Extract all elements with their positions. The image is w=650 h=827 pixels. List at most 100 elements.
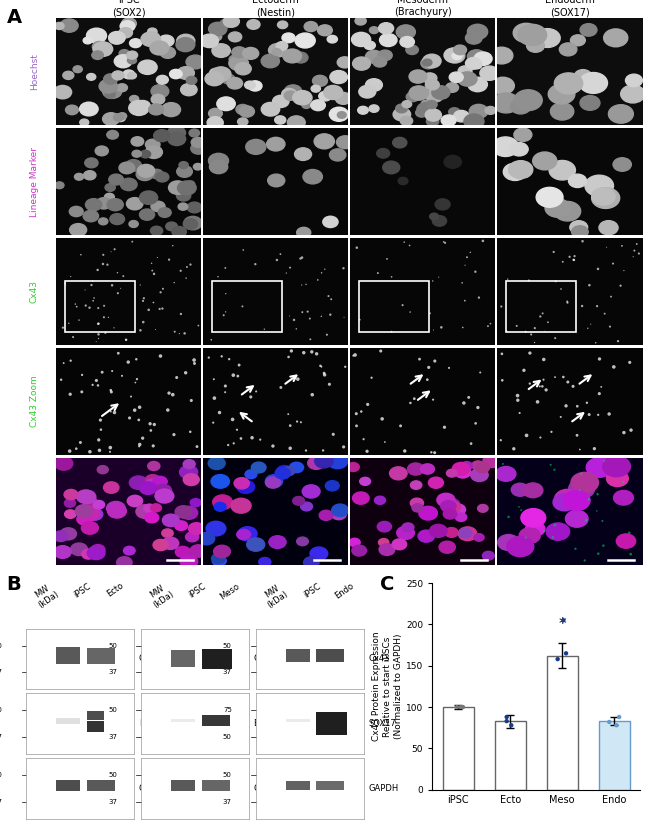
Point — [99, 299, 109, 313]
Circle shape — [127, 72, 136, 79]
Circle shape — [302, 485, 320, 498]
Circle shape — [198, 533, 214, 545]
Circle shape — [275, 468, 291, 479]
Circle shape — [347, 462, 359, 471]
Title: Ectoderm
(Nestin): Ectoderm (Nestin) — [252, 0, 299, 17]
Point — [326, 293, 337, 306]
Point — [94, 327, 104, 341]
Point — [302, 305, 313, 318]
Point — [66, 270, 76, 283]
Circle shape — [119, 27, 133, 38]
Point — [548, 531, 558, 544]
Point — [551, 275, 561, 288]
Point — [458, 700, 468, 714]
Circle shape — [237, 529, 251, 540]
Circle shape — [616, 534, 636, 548]
Circle shape — [191, 137, 205, 147]
Title: Endoderm
(SOX17): Endoderm (SOX17) — [545, 0, 595, 17]
Point — [168, 239, 178, 252]
Point — [164, 386, 174, 399]
Circle shape — [248, 81, 262, 91]
Bar — [359, 281, 429, 332]
Point — [307, 345, 317, 358]
Circle shape — [266, 137, 285, 151]
Circle shape — [337, 136, 354, 149]
Circle shape — [337, 57, 352, 68]
Circle shape — [373, 57, 387, 67]
Point — [58, 321, 68, 334]
Circle shape — [409, 86, 428, 100]
Point — [470, 265, 480, 279]
Point — [107, 279, 117, 292]
Text: 37: 37 — [108, 734, 117, 740]
Point — [558, 256, 568, 269]
Circle shape — [421, 100, 431, 108]
Circle shape — [358, 107, 369, 114]
Point — [137, 432, 148, 445]
Circle shape — [331, 509, 346, 519]
Bar — [57, 718, 80, 724]
Circle shape — [285, 85, 302, 98]
Circle shape — [446, 83, 458, 93]
Circle shape — [444, 155, 462, 168]
Circle shape — [180, 506, 198, 519]
Circle shape — [55, 182, 64, 189]
Point — [86, 279, 97, 292]
Circle shape — [149, 104, 164, 115]
Point — [181, 271, 191, 284]
Point — [126, 390, 136, 404]
Circle shape — [406, 92, 419, 102]
Point — [592, 504, 602, 518]
Circle shape — [421, 58, 436, 69]
Point — [400, 444, 410, 457]
Circle shape — [217, 97, 235, 111]
Point — [608, 257, 618, 270]
Circle shape — [224, 16, 239, 27]
Point — [93, 302, 103, 315]
Circle shape — [210, 69, 221, 77]
Point — [77, 385, 87, 399]
Point — [538, 373, 549, 386]
Point — [540, 325, 550, 338]
Circle shape — [422, 73, 437, 84]
Circle shape — [155, 172, 169, 182]
Point — [503, 510, 514, 523]
Point — [465, 246, 476, 259]
Point — [68, 331, 78, 344]
Point — [93, 379, 103, 392]
Point — [72, 300, 82, 313]
Circle shape — [473, 62, 482, 69]
Bar — [171, 719, 195, 723]
Circle shape — [107, 501, 125, 515]
Circle shape — [563, 490, 590, 510]
Point — [556, 410, 566, 423]
Circle shape — [425, 109, 441, 121]
Circle shape — [592, 188, 615, 205]
Circle shape — [379, 543, 395, 556]
Point — [246, 390, 256, 404]
Text: Overlay: Overlay — [30, 494, 39, 529]
Bar — [202, 780, 229, 791]
Circle shape — [64, 21, 75, 29]
Point — [525, 377, 535, 390]
Circle shape — [383, 161, 400, 174]
Point — [93, 318, 103, 331]
Circle shape — [289, 462, 304, 473]
Circle shape — [292, 496, 304, 505]
Point — [276, 381, 286, 394]
Circle shape — [227, 78, 242, 89]
Circle shape — [450, 504, 465, 515]
Bar — [86, 711, 104, 720]
Circle shape — [467, 24, 488, 40]
Circle shape — [117, 84, 127, 92]
Circle shape — [468, 77, 488, 92]
Point — [562, 296, 573, 309]
Circle shape — [83, 210, 99, 222]
Circle shape — [247, 538, 265, 552]
Circle shape — [575, 69, 592, 83]
Point — [285, 419, 295, 433]
Text: iPSC: iPSC — [187, 581, 207, 600]
Bar — [286, 719, 310, 722]
Circle shape — [310, 547, 328, 560]
Point — [497, 374, 508, 387]
